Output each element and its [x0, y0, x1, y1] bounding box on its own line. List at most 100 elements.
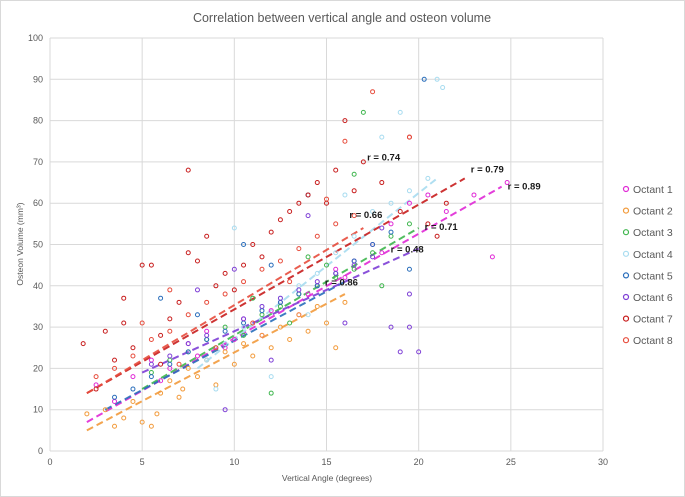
data-point	[406, 324, 412, 330]
y-axis-label: Osteon Volume (mm³)	[15, 202, 25, 285]
data-point	[112, 357, 118, 363]
data-point	[443, 208, 449, 214]
data-point	[204, 299, 210, 305]
data-point	[158, 361, 164, 367]
correlation-labels: r = 0.89 r = 0.71 r = 0.74 r = 0.86 r = 0.48…	[325, 152, 541, 288]
data-point	[434, 233, 440, 239]
data-point	[250, 242, 256, 247]
data-point	[93, 374, 99, 380]
data-point	[314, 279, 320, 285]
data-point	[80, 341, 86, 347]
data-point	[342, 299, 348, 305]
data-point	[158, 295, 164, 301]
y-tick-label: 0	[38, 446, 43, 456]
data-point	[250, 295, 256, 301]
data-point	[333, 345, 339, 351]
data-point	[379, 225, 385, 231]
y-tick-label: 50	[33, 240, 43, 250]
data-point	[259, 303, 265, 309]
data-point	[504, 180, 510, 186]
data-point	[185, 312, 191, 318]
data-point	[185, 167, 191, 173]
correlation-label: r = 0.48	[391, 245, 424, 256]
data-point	[148, 361, 154, 367]
data-point	[130, 386, 136, 392]
data-point	[296, 312, 302, 318]
legend-label: Octant 6	[633, 292, 673, 304]
data-point	[425, 192, 431, 198]
data-point	[139, 262, 145, 268]
data-point	[379, 134, 385, 140]
data-point	[342, 320, 348, 326]
y-tick-label: 20	[33, 363, 43, 373]
correlation-label: r = 0.71	[425, 222, 459, 233]
data-point	[305, 192, 311, 198]
data-point	[370, 208, 376, 214]
data-point	[342, 118, 348, 124]
data-point	[93, 386, 99, 392]
data-point	[204, 233, 210, 239]
y-tick-label: 100	[28, 33, 43, 43]
data-point	[397, 208, 403, 214]
legend-label: Octant 4	[633, 249, 673, 261]
data-point	[351, 171, 357, 177]
y-tick-label: 90	[33, 74, 43, 84]
data-point	[259, 254, 265, 260]
data-point	[388, 229, 394, 235]
legend-marker	[622, 315, 630, 322]
data-point	[241, 242, 247, 247]
data-point	[388, 200, 394, 206]
legend-marker	[622, 293, 630, 301]
data-point	[314, 233, 320, 239]
data-point	[148, 374, 154, 380]
data-point	[121, 415, 127, 421]
data-point	[167, 316, 173, 322]
data-point	[305, 312, 311, 318]
data-point	[241, 279, 247, 285]
data-point	[112, 423, 118, 429]
data-point	[213, 283, 219, 289]
data-point	[305, 291, 311, 297]
data-point	[84, 411, 90, 417]
data-point	[241, 341, 247, 347]
data-point	[443, 200, 449, 206]
data-point	[370, 89, 376, 95]
data-point	[194, 258, 200, 264]
legend-label: Octant 5	[633, 270, 673, 282]
x-tick-label: 15	[321, 457, 331, 467]
data-point	[185, 365, 191, 371]
data-point	[406, 134, 412, 140]
data-point	[406, 291, 412, 297]
data-point	[231, 225, 237, 231]
axis-ticks: 0 10 20 30 40 50 60 70 80 90 100 0 5 10 15 20 25 30	[28, 33, 608, 467]
y-tick-label: 60	[33, 198, 43, 208]
legend-label: Octant 2	[633, 206, 673, 218]
data-point	[268, 308, 274, 314]
legend-marker	[622, 337, 630, 344]
data-point	[397, 109, 403, 115]
data-point	[342, 138, 348, 144]
x-tick-label: 0	[47, 457, 52, 467]
data-point	[351, 188, 357, 194]
data-point	[158, 390, 164, 396]
data-point	[287, 279, 293, 285]
data-point	[130, 345, 136, 351]
trendline	[141, 247, 420, 374]
data-point	[231, 287, 237, 293]
data-point	[250, 320, 256, 326]
data-point	[167, 361, 173, 367]
y-tick-label: 30	[33, 322, 43, 332]
data-point	[333, 250, 339, 256]
legend-label: Octant 3	[633, 227, 673, 239]
data-point	[370, 242, 376, 247]
legend-label: Octant 1	[633, 184, 673, 196]
data-point	[231, 361, 237, 367]
data-point	[406, 188, 412, 194]
data-point	[268, 345, 274, 351]
legend-label: Octant 7	[633, 314, 673, 326]
data-point	[112, 394, 118, 400]
correlation-label: r = 0.79	[471, 164, 504, 175]
data-point	[324, 320, 329, 326]
legend-marker	[622, 185, 630, 193]
